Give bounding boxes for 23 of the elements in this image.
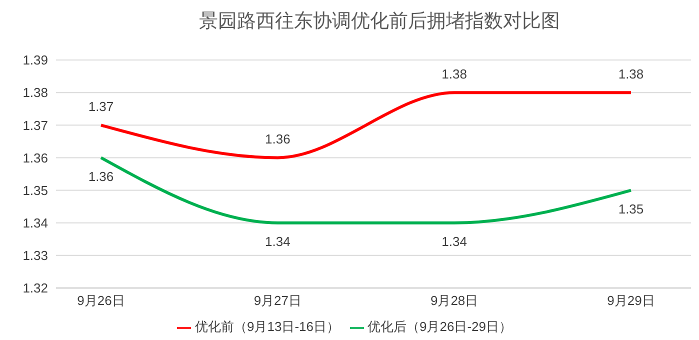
x-tick-label: 9月27日 bbox=[254, 293, 302, 308]
x-tick-label: 9月26日 bbox=[77, 293, 125, 308]
y-tick-label: 1.35 bbox=[22, 182, 48, 198]
data-label: 1.35 bbox=[618, 202, 644, 217]
data-label: 1.36 bbox=[88, 168, 114, 184]
data-label: 1.38 bbox=[442, 66, 467, 82]
chart-title: 景园路西往东协调优化前后拥堵指数对比图 bbox=[198, 10, 561, 34]
y-tick-label: 1.38 bbox=[22, 85, 48, 100]
y-tick-label: 1.34 bbox=[22, 215, 48, 230]
y-tick-label: 1.39 bbox=[22, 52, 48, 68]
legend-label: 优化后（9月26日-29日） bbox=[368, 319, 512, 334]
y-tick-label: 1.36 bbox=[22, 150, 48, 166]
x-tick-label: 9月29日 bbox=[607, 293, 655, 308]
data-label: 1.37 bbox=[88, 99, 114, 114]
legend-label: 优化前（9月13日-16日） bbox=[195, 319, 340, 334]
data-label: 1.34 bbox=[265, 234, 290, 250]
data-label: 1.38 bbox=[618, 66, 644, 82]
y-tick-label: 1.32 bbox=[22, 280, 48, 296]
y-tick-label: 1.37 bbox=[22, 118, 48, 133]
y-tick-label: 1.33 bbox=[22, 248, 48, 264]
x-tick-label: 9月28日 bbox=[430, 293, 478, 308]
data-label: 1.36 bbox=[265, 132, 290, 147]
data-label: 1.34 bbox=[442, 234, 467, 250]
